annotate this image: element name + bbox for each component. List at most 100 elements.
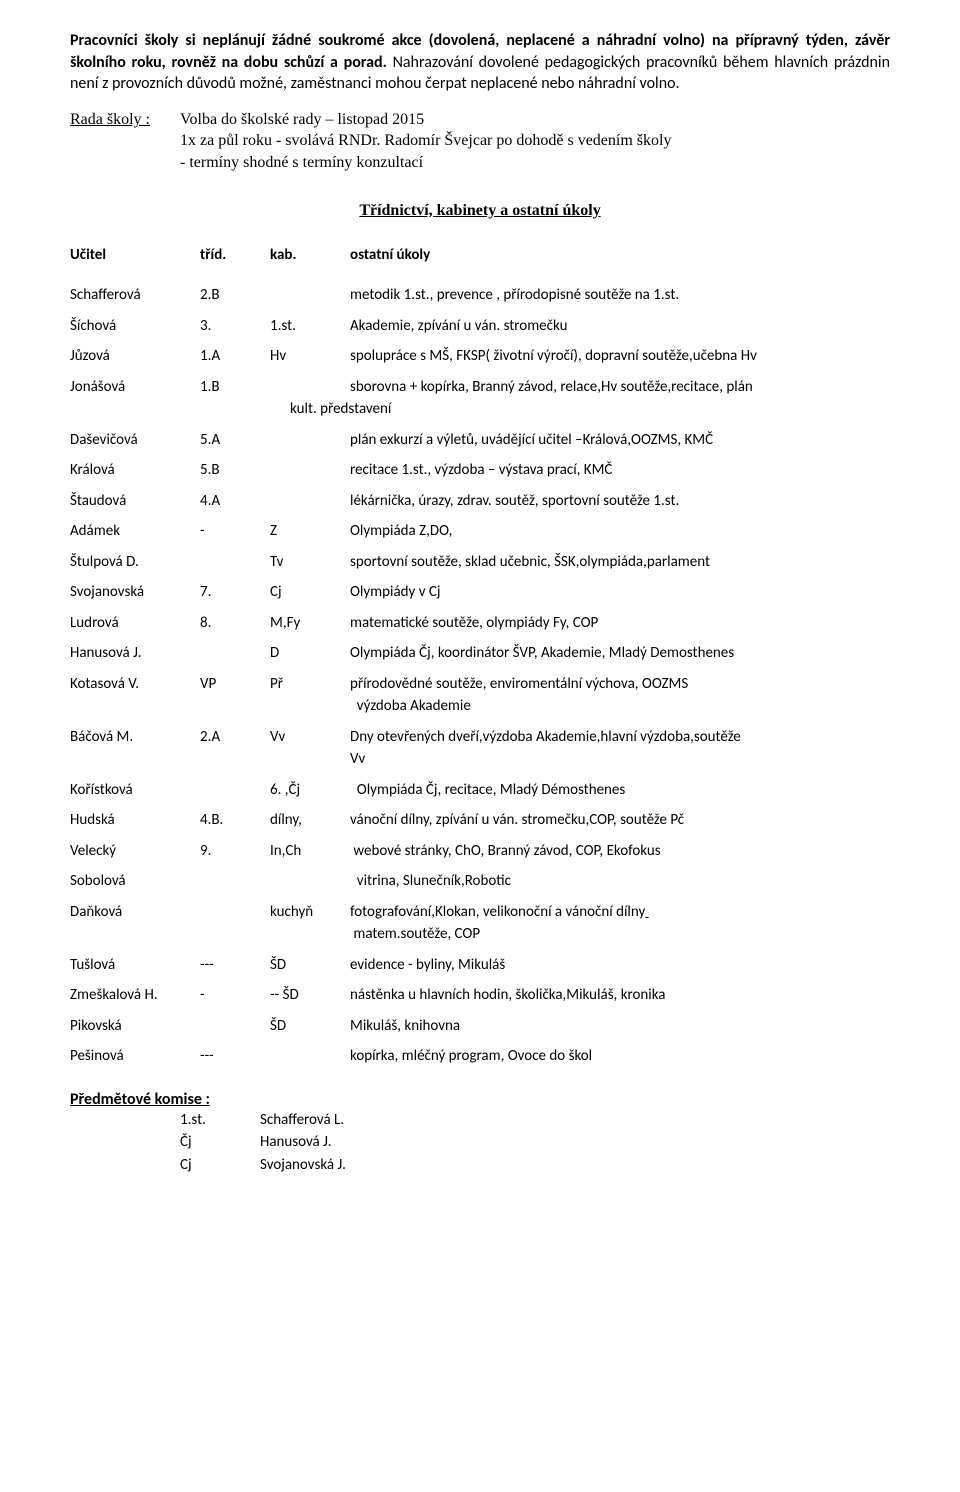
table-header-row: Učitel tříd. kab. ostatní úkoly [70, 240, 890, 281]
tasks-line1: Dny otevřených dveří,výzdoba Akademie,hl… [350, 728, 741, 746]
tasks-line1: fotografování,Klokan, velikonoční a váno… [350, 903, 649, 921]
cell-tasks: lékárnička, úrazy, zdrav. soutěž, sporto… [350, 486, 890, 517]
cell-class: - [200, 516, 270, 547]
cell-tasks: Dny otevřených dveří,výzdoba Akademie,hl… [350, 722, 890, 775]
cell-name: Velecký [70, 836, 200, 867]
cell-tasks: fotografování,Klokan, velikonoční a váno… [350, 897, 890, 950]
table-row: Jůzová 1.A Hv spolupráce s MŠ, FKSP( živ… [70, 341, 890, 372]
cell-class: 1.A [200, 341, 270, 372]
cell-tasks: Akademie, zpívání u ván. stromečku [350, 311, 890, 342]
cell-class: 5.B [200, 455, 270, 486]
cell-name: Hudská [70, 805, 200, 836]
table-row: Pikovská ŠD Mikuláš, knihovna [70, 1011, 890, 1042]
tasks-line2: Vv [350, 750, 365, 768]
tasks-line2: výzdoba Akademie [357, 697, 471, 715]
cell-tasks: Olympiády v Cj [350, 577, 890, 608]
cell-name: Schafferová [70, 280, 200, 311]
tasks-line2: matem.soutěže, COP [353, 925, 480, 943]
cell-class: VP [200, 669, 270, 722]
cell-cab: D [270, 638, 350, 669]
tasks-txt1: fotografování,Klokan, velikonoční a váno… [350, 903, 645, 921]
cell-cab [270, 425, 350, 456]
commission-person: Svojanovská J. [260, 1154, 346, 1177]
cell-name: Ludrová [70, 608, 200, 639]
commission-subject: 1.st. [180, 1109, 260, 1132]
cell-cab: Z [270, 516, 350, 547]
subject-commission-list: 1.st. Schafferová L. Čj Hanusová J. Cj S… [180, 1109, 890, 1177]
roster-table: Učitel tříd. kab. ostatní úkoly Schaffer… [70, 240, 890, 1072]
cell-cab: Vv [270, 722, 350, 775]
cell-class [200, 1011, 270, 1042]
cell-tasks: sportovní soutěže, sklad učebnic, ŠSK,ol… [350, 547, 890, 578]
cell-name: Jůzová [70, 341, 200, 372]
table-row: Adámek - Z Olympiáda Z,DO, [70, 516, 890, 547]
cell-tasks: Olympiáda Z,DO, [350, 516, 890, 547]
cell-class: 4.A [200, 486, 270, 517]
cell-cab [270, 486, 350, 517]
cell-class: --- [200, 950, 270, 981]
cell-tasks: vitrina, Slunečník,Robotic [350, 866, 890, 897]
commission-row: 1.st. Schafferová L. [180, 1109, 890, 1132]
cell-name: Králová [70, 455, 200, 486]
cell-cab: ŠD [270, 950, 350, 981]
cell-tasks: Olympiáda Čj, recitace, Mladý Démosthene… [350, 775, 890, 806]
intro-paragraph: Pracovníci školy si neplánují žádné souk… [70, 30, 890, 95]
cell-class: --- [200, 1041, 270, 1072]
table-row: Ludrová 8. M,Fy matematické soutěže, oly… [70, 608, 890, 639]
cell-cab: 6. ,Čj [270, 775, 350, 806]
cell-class: 8. [200, 608, 270, 639]
table-row: Jonášová 1.B sborovna + kopírka, Branný … [70, 372, 890, 425]
cell-cab [270, 455, 350, 486]
tasks-txt: webové stránky, ChO, Branný závod, COP, … [353, 842, 660, 860]
cell-cab: 1.st. [270, 311, 350, 342]
cell-class: 2.A [200, 722, 270, 775]
table-row: Šíchová 3. 1.st. Akademie, zpívání u ván… [70, 311, 890, 342]
cell-name: Jonášová [70, 372, 200, 425]
cell-name: Adámek [70, 516, 200, 547]
tasks-line1: sborovna + kopírka, Branný závod, relace… [350, 378, 753, 396]
table-row: Velecký 9. In,Ch webové stránky, ChO, Br… [70, 836, 890, 867]
commission-row: Čj Hanusová J. [180, 1131, 890, 1154]
cell-name: Štulpová D. [70, 547, 200, 578]
commission-person: Hanusová J. [260, 1131, 332, 1154]
cell-cab [270, 866, 350, 897]
cell-name: Sobolová [70, 866, 200, 897]
cell-class [200, 775, 270, 806]
cell-name: Šíchová [70, 311, 200, 342]
school-council-label: Rada školy : [70, 109, 180, 174]
cell-cab: kuchyň [270, 897, 350, 950]
council-line-2: 1x za půl roku - svolává RNDr. Radomír Š… [180, 130, 890, 152]
tasks-txt: vitrina, Slunečník,Robotic [357, 872, 511, 890]
cell-cab: In,Ch [270, 836, 350, 867]
cell-class [200, 866, 270, 897]
cell-cab: -- ŠD [270, 980, 350, 1011]
cell-class: 1.B [200, 372, 270, 425]
commission-person: Schafferová L. [260, 1109, 344, 1132]
table-row: Daňková kuchyň fotografování,Klokan, vel… [70, 897, 890, 950]
table-row: Sobolová vitrina, Slunečník,Robotic [70, 866, 890, 897]
cell-class: 2.B [200, 280, 270, 311]
cell-tasks: webové stránky, ChO, Branný závod, COP, … [350, 836, 890, 867]
cell-name: Štaudová [70, 486, 200, 517]
cell-tasks: sborovna + kopírka, Branný závod, relace… [350, 372, 890, 425]
cell-name: Pikovská [70, 1011, 200, 1042]
cell-tasks: nástěnka u hlavních hodin, školička,Miku… [350, 980, 890, 1011]
cell-cab [270, 280, 350, 311]
cell-class [200, 547, 270, 578]
school-council-content: Volba do školské rady – listopad 2015 1x… [180, 109, 890, 174]
cell-name: Zmeškalová H. [70, 980, 200, 1011]
subject-commission-title: Předmětové komise : [70, 1090, 890, 1109]
cell-tasks: vánoční dílny, zpívání u ván. stromečku,… [350, 805, 890, 836]
cell-cab: Hv [270, 341, 350, 372]
cell-name: Daševičová [70, 425, 200, 456]
council-line-1: Volba do školské rady – listopad 2015 [180, 109, 890, 131]
cell-cab: Cj [270, 577, 350, 608]
table-row: Zmeškalová H. - -- ŠD nástěnka u hlavníc… [70, 980, 890, 1011]
tasks-line2: kult. představení [290, 398, 391, 421]
cell-tasks: metodik 1.st., prevence , přírodopisné s… [350, 280, 890, 311]
cell-name: Hanusová J. [70, 638, 200, 669]
cell-cab: dílny, [270, 805, 350, 836]
cell-name: Svojanovská [70, 577, 200, 608]
table-row: Štaudová 4.A lékárnička, úrazy, zdrav. s… [70, 486, 890, 517]
cell-name: Pešinová [70, 1041, 200, 1072]
